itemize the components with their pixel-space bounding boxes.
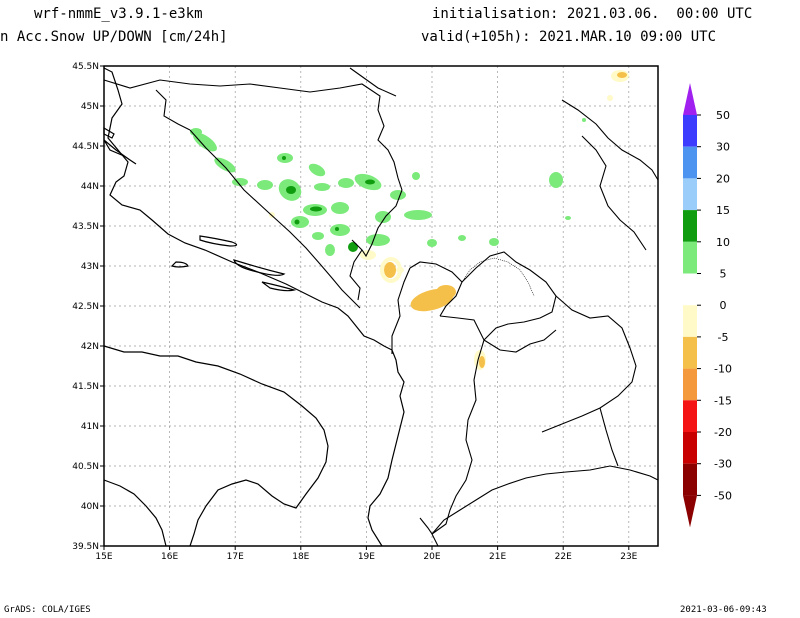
lon-tick-label: 20E bbox=[423, 552, 440, 562]
lon-tick-label: 17E bbox=[227, 552, 244, 562]
lat-tick-label: 44.5N bbox=[72, 142, 99, 152]
lat-tick-label: 39.5N bbox=[72, 542, 99, 552]
colorbar-swatch bbox=[683, 273, 697, 306]
lon-tick-label: 15E bbox=[95, 552, 112, 562]
colorbar-label: 50 bbox=[716, 109, 730, 122]
colorbar-label: 15 bbox=[716, 204, 730, 217]
colorbar-swatch bbox=[683, 336, 697, 369]
colorbar-label: 30 bbox=[716, 141, 730, 154]
valid-time: valid(+105h): 2021.MAR.10 09:00 UTC bbox=[421, 29, 717, 45]
lon-tick-label: 16E bbox=[161, 552, 178, 562]
colorbar-label: 5 bbox=[720, 268, 727, 281]
colorbar-label: -15 bbox=[714, 394, 732, 407]
lon-tick-label: 23E bbox=[620, 552, 637, 562]
colorbar-label: -10 bbox=[714, 363, 732, 376]
lat-tick-label: 41N bbox=[81, 422, 99, 432]
snow-field bbox=[190, 70, 629, 370]
colorbar-swatch bbox=[683, 146, 697, 179]
colorbar-swatch bbox=[683, 400, 697, 432]
lat-tick-label: 45.5N bbox=[72, 62, 99, 72]
colorbar-bottom-arrow bbox=[683, 495, 697, 528]
colorbar-label: -30 bbox=[714, 458, 732, 471]
colorbar-swatch bbox=[683, 178, 697, 211]
lat-tick-label: 43N bbox=[81, 262, 99, 272]
lat-tick-label: 42N bbox=[81, 342, 99, 352]
lon-tick-label: 19E bbox=[358, 552, 375, 562]
init-time: initialisation: 2021.03.06. 00:00 UTC bbox=[432, 6, 753, 22]
model-title: wrf-nmmE_v3.9.1-e3km bbox=[34, 6, 203, 22]
lon-tick-label: 21E bbox=[489, 552, 506, 562]
coastlines bbox=[103, 67, 405, 547]
longitude-labels: 15E 16E 17E 18E 19E 20E 21E 22E 23E bbox=[95, 546, 638, 562]
credit-text: GrADS: COLA/IGES bbox=[4, 605, 91, 615]
lat-tick-label: 42.5N bbox=[72, 302, 99, 312]
colorbar-top-arrow bbox=[683, 83, 697, 115]
timestamp-text: 2021-03-06-09:43 bbox=[680, 605, 767, 615]
colorbar-swatch bbox=[683, 368, 697, 401]
lat-tick-label: 40.5N bbox=[72, 462, 99, 472]
colorbar-swatch bbox=[683, 463, 697, 496]
colorbar-swatch bbox=[683, 241, 697, 274]
colorbar-label: 0 bbox=[720, 299, 727, 312]
lat-tick-label: 43.5N bbox=[72, 222, 99, 232]
colorbar-label: -50 bbox=[714, 489, 732, 502]
lat-tick-label: 45N bbox=[81, 102, 99, 112]
lat-tick-label: 41.5N bbox=[72, 382, 99, 392]
colorbar-label: -20 bbox=[714, 426, 732, 439]
colorbar-label: 10 bbox=[716, 236, 730, 249]
colorbar-swatch bbox=[683, 305, 697, 337]
latitude-labels: 45.5N 45N 44.5N 44N 43.5N 43N 42.5N 42N 41.5N 41N… bbox=[72, 62, 104, 552]
colorbar-label: -5 bbox=[718, 331, 729, 344]
lat-tick-label: 44N bbox=[81, 182, 99, 192]
country-borders bbox=[103, 67, 659, 547]
colorbar-swatch bbox=[683, 210, 697, 242]
field-title: n Acc.Snow UP/DOWN [cm/24h] bbox=[0, 29, 228, 45]
kosovo-border bbox=[461, 257, 535, 297]
colorbar-swatch bbox=[683, 115, 697, 147]
colorbar-label: 20 bbox=[716, 172, 730, 185]
colorbar-swatch bbox=[683, 432, 697, 464]
lon-tick-label: 22E bbox=[555, 552, 572, 562]
lon-tick-label: 18E bbox=[292, 552, 309, 562]
lat-tick-label: 40N bbox=[81, 502, 99, 512]
